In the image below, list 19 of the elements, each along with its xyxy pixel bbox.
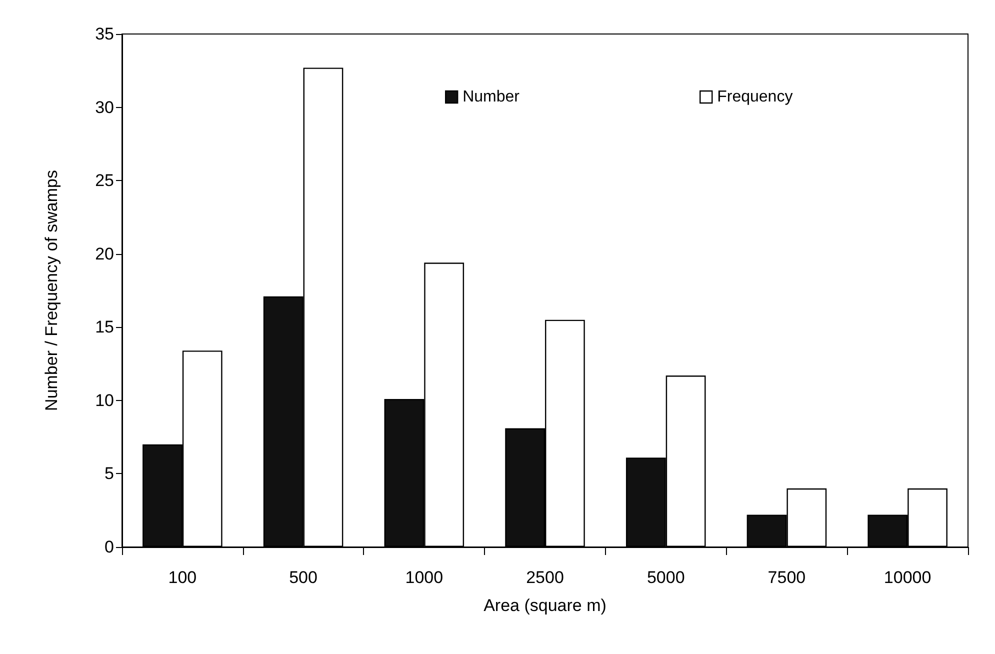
legend-label: Number [462, 88, 520, 106]
y-tick-label: 10 [95, 390, 114, 410]
y-tick-label: 0 [104, 538, 114, 556]
x-tick-label: 10000 [884, 568, 932, 587]
y-tick-label: 15 [95, 318, 114, 337]
x-tick-label: 500 [289, 568, 318, 587]
x-tick-label: 2500 [526, 568, 564, 587]
x-tick-label: 1000 [405, 568, 444, 587]
y-axis-title: Number / Frequency of swamps [42, 170, 61, 411]
y-tick-label: 30 [95, 98, 114, 117]
y-tick-label: 5 [104, 464, 114, 484]
x-tick-label: 100 [168, 568, 197, 587]
x-axis-title: Area (square m) [484, 596, 606, 615]
legend-label: Frequency [717, 88, 793, 106]
y-tick-label: 20 [95, 244, 114, 264]
x-tick-label: 7500 [768, 568, 806, 587]
x-tick-label: 5000 [646, 568, 685, 587]
y-tick-label: 35 [95, 24, 114, 44]
y-tick-label: 25 [95, 171, 114, 190]
